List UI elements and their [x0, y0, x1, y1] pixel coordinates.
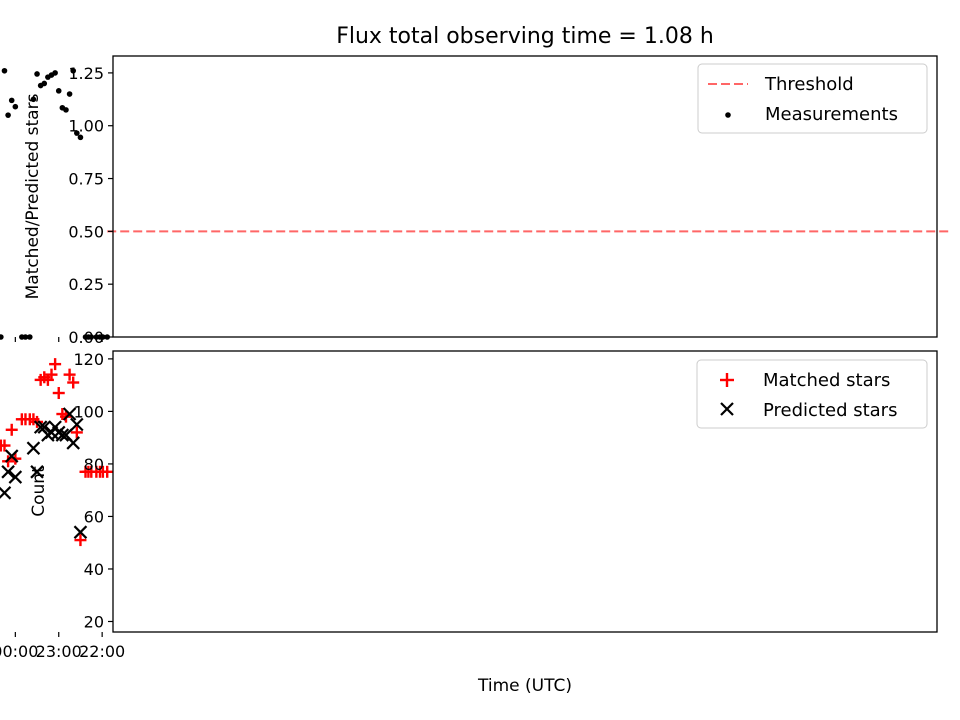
measurement-point — [59, 104, 66, 111]
matched-star-point — [79, 465, 92, 478]
top-y-axis-label: Matched/Predicted stars — [23, 93, 43, 299]
matched-star-point — [56, 408, 69, 421]
legend-measurements-label: Measurements — [765, 104, 898, 125]
measurement-point — [66, 91, 73, 97]
measurement-point — [77, 134, 84, 141]
top-y-tick-label: 0.75 — [68, 170, 104, 189]
bottom-y-tick-label: 100 — [73, 402, 104, 421]
predicted-star-point — [1, 465, 15, 479]
top-y-tick-label: 1.25 — [68, 64, 104, 83]
predicted-star-point — [33, 420, 48, 434]
matched-star-point — [2, 455, 15, 468]
matched-stars-series — [0, 358, 114, 547]
matched-star-point — [67, 376, 80, 389]
matched-star-point — [70, 426, 83, 439]
top-axes-frame — [112, 55, 938, 338]
legend-matched-swatch — [720, 373, 734, 387]
chart-title: Flux total observing time = 1.08 h — [336, 24, 714, 49]
measurement-point — [30, 96, 37, 103]
predicted-stars-series — [0, 407, 88, 539]
top-legend-box — [697, 63, 928, 134]
measurement-point — [5, 112, 11, 118]
measurement-point — [82, 334, 89, 340]
measurement-point — [34, 71, 40, 77]
measurement-point — [93, 334, 100, 340]
measurement-point — [1, 67, 8, 74]
measurement-point — [0, 334, 4, 340]
predicted-star-point — [4, 449, 19, 463]
measurement-point — [19, 334, 25, 340]
matched-star-point — [0, 444, 3, 447]
predicted-star-point — [8, 470, 23, 484]
bottom-panel: 20 40 60 80 100 120 22:0023:0000:0001:0002:00… — [0, 350, 938, 696]
measurement-point — [37, 82, 44, 89]
legend-predicted-label: Predicted stars — [763, 400, 897, 421]
measurement-point — [70, 67, 77, 74]
top-y-axis-ticks: 0.00 0.25 0.50 0.75 1.00 1.25 — [68, 64, 113, 347]
predicted-star-point — [0, 486, 12, 500]
top-legend: Threshold Measurements — [697, 63, 928, 134]
x-tick-label: 22:00 — [79, 642, 125, 661]
top-y-tick-label: 1.00 — [68, 117, 104, 136]
legend-matched-label: Matched stars — [763, 370, 890, 391]
bottom-y-tick-label: 40 — [84, 560, 104, 579]
measurement-point — [55, 88, 62, 94]
legend-predicted-swatch — [720, 402, 734, 416]
legend-threshold-label: Threshold — [764, 74, 854, 95]
matched-star-point — [63, 368, 76, 381]
matched-star-point — [34, 373, 47, 386]
bottom-legend: Matched stars Predicted stars — [696, 359, 928, 429]
measurement-point — [74, 130, 80, 136]
top-x-axis-ticks — [14, 337, 103, 342]
matched-star-point — [15, 413, 28, 426]
top-y-tick-label: 0.50 — [68, 222, 104, 241]
bottom-y-axis-ticks: 20 40 60 80 100 120 — [73, 350, 113, 631]
measurement-point — [104, 334, 111, 340]
matched-star-point — [74, 534, 87, 547]
x-tick-label: 00:00 — [0, 642, 38, 661]
bottom-y-tick-label: 80 — [84, 455, 104, 474]
x-axis-label: Time (UTC) — [477, 676, 572, 696]
predicted-star-point — [70, 417, 84, 432]
measurements-series — [0, 67, 111, 340]
matched-star-point — [49, 358, 62, 371]
matched-star-point — [52, 387, 65, 400]
bottom-axes-frame — [112, 350, 938, 633]
top-y-tick-label: 0.25 — [68, 275, 104, 294]
predicted-star-point — [37, 420, 52, 434]
predicted-star-point — [30, 465, 44, 479]
x-tick-label: 23:00 — [36, 642, 82, 661]
matched-star-point — [5, 423, 18, 436]
bottom-legend-box — [696, 359, 928, 429]
measurement-point — [27, 334, 33, 340]
bottom-y-tick-label: 120 — [73, 350, 104, 369]
measurement-point — [8, 97, 15, 104]
bottom-y-tick-label: 60 — [84, 507, 104, 526]
measurement-point — [12, 103, 19, 110]
legend-measurements-swatch — [725, 112, 731, 118]
predicted-star-point — [62, 407, 77, 421]
predicted-star-point — [73, 525, 88, 539]
measurement-point — [45, 74, 51, 80]
top-panel: 0.00 0.25 0.50 0.75 1.00 1.25 Matched/Predict… — [0, 55, 951, 347]
predicted-star-point — [59, 428, 73, 442]
bottom-y-axis-label: Count — [29, 466, 49, 517]
bottom-y-tick-label: 20 — [84, 612, 104, 631]
predicted-star-point — [26, 441, 41, 455]
top-y-tick-label: 0.00 — [68, 328, 104, 347]
